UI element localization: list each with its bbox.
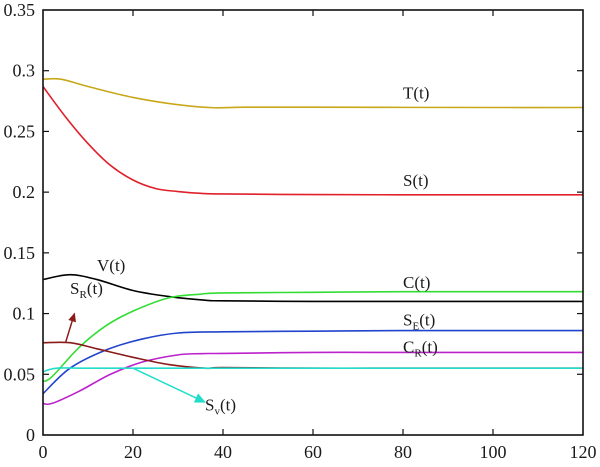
series-label-main: S [205,396,214,415]
x-tick-label: 60 [304,442,322,462]
series-line-v-t [42,273,583,303]
x-tick-label: 20 [124,442,142,462]
series-line-c-r-t [42,351,583,406]
series-label-main: T [403,84,414,103]
series-label-tail: (t) [414,273,430,292]
series-label-tail: (t) [109,256,125,275]
y-tick-label: 0.2 [13,182,36,202]
series-label-tail: (t) [413,84,429,103]
series-line-t-t [42,77,584,109]
series-label-tail: (t) [412,171,428,190]
series-label-main: C [403,273,414,292]
series-label-subscript: v [214,406,220,418]
x-tick-label: 120 [570,442,597,462]
series-label-main: C [403,337,414,356]
series-label-subscript: R [414,347,422,359]
y-tick-label: 0.1 [13,304,36,324]
annotation-layer: T(t)S(t)V(t)C(t)SE(t)CR(t)SR(t)Sv(t) [64,84,438,418]
series-label-subscript: E [412,321,419,333]
series-label-c-t: C(t) [403,273,430,292]
series-label-main: S [70,279,79,298]
series-label-tail: (t) [419,311,435,330]
y-tick-label: 0.05 [4,364,36,384]
series-label-tail: (t) [220,396,236,415]
x-tick-label: 80 [394,442,412,462]
arrow-s-v-t [132,367,206,403]
series-layer [42,77,584,406]
series-label-s-t: S(t) [403,171,429,190]
series-line-s-e-t [42,329,583,395]
series-label-s-e-t: SE(t) [403,311,435,333]
series-label-s-r-t: SR(t) [70,279,103,301]
series-line-s-t [42,86,583,196]
x-tick-label: 0 [39,442,48,462]
y-tick-label: 0.35 [4,0,36,20]
y-tick-label: 0 [26,425,35,445]
series-label-v-t: V(t) [97,256,125,275]
y-tick-label: 0.3 [13,61,36,81]
series-label-tail: (t) [87,279,103,298]
arrow-s-r-t [64,312,76,343]
y-axis: 0 0.05 0.1 0.15 0.2 0.25 0.3 0.35 [4,0,583,445]
series-line-c-t [42,290,583,383]
x-axis: 0 20 40 60 80 100 120 [39,10,597,462]
series-label-subscript: R [79,289,87,301]
series-label-main: S [403,311,412,330]
x-tick-label: 100 [480,442,507,462]
series-line-s-v-t [42,367,584,373]
x-tick-label: 40 [214,442,232,462]
plot-frame [42,9,584,436]
series-label-t-t: T(t) [403,84,429,103]
y-tick-label: 0.15 [4,243,36,263]
y-tick-label: 0.25 [4,121,36,141]
series-label-tail: (t) [422,337,438,356]
series-label-main: V [97,256,110,275]
series-label-main: S [403,171,412,190]
series-label-c-r-t: CR(t) [403,337,438,359]
series-label-s-v-t: Sv(t) [205,396,236,418]
series-line-s-r-t [42,341,584,370]
